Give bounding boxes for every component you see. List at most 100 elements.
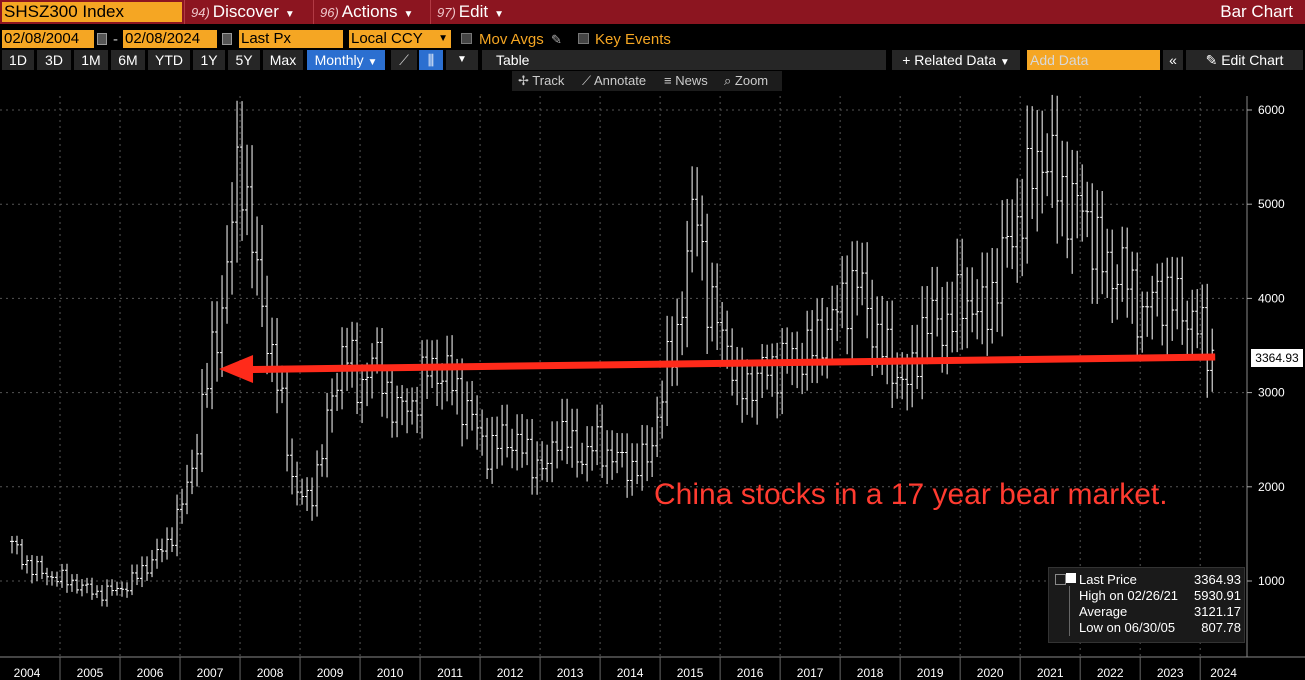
start-date-field[interactable]: 02/08/2004 bbox=[2, 30, 94, 48]
price-bar bbox=[775, 342, 780, 419]
mov-avgs-checkbox[interactable] bbox=[461, 33, 472, 44]
news-tool[interactable]: ≡ News bbox=[664, 71, 708, 91]
edit-chart-button[interactable]: ✎ Edit Chart bbox=[1186, 50, 1303, 70]
menu-bar: SHSZ300 Index 94) Discover ▼ 96) Actions ▼ 9… bbox=[0, 0, 1305, 24]
caret-down-icon: ▼ bbox=[438, 33, 448, 44]
y-tick-label: 6000 bbox=[1258, 103, 1285, 117]
period-1m[interactable]: 1M bbox=[74, 50, 108, 70]
price-bar bbox=[1175, 257, 1180, 330]
x-axis: 2004 2005 2006 2007 2008 2009 2010 2011 2012 2013… bbox=[0, 656, 1305, 680]
currency-select[interactable]: Local CCY ▼ bbox=[349, 30, 451, 48]
x-tick-label: 2012 bbox=[497, 666, 524, 680]
price-bar bbox=[1160, 262, 1165, 346]
calendar-icon[interactable] bbox=[97, 33, 107, 45]
chart-grid bbox=[0, 96, 1247, 657]
price-bar bbox=[555, 421, 560, 469]
price-bar bbox=[1030, 106, 1035, 219]
price-bar bbox=[625, 433, 630, 498]
pencil-icon[interactable]: ✎ bbox=[551, 32, 562, 47]
end-date-field[interactable]: 02/08/2024 bbox=[123, 30, 217, 48]
frequency-select[interactable]: Monthly ▼ bbox=[307, 50, 385, 70]
period-5y[interactable]: 5Y bbox=[228, 50, 260, 70]
annotate-tool[interactable]: ⟋ Annotate bbox=[582, 71, 646, 91]
price-bar bbox=[170, 527, 175, 553]
price-bar bbox=[1190, 289, 1195, 357]
x-tick-label: 2011 bbox=[437, 666, 463, 680]
track-tool[interactable]: ✢ Track bbox=[518, 71, 564, 91]
edit-menu[interactable]: 97) Edit ▼ bbox=[430, 0, 516, 24]
add-data-field[interactable]: Add Data bbox=[1027, 50, 1160, 70]
price-bar bbox=[255, 216, 260, 296]
key-events-checkbox[interactable] bbox=[578, 33, 589, 44]
period-1d[interactable]: 1D bbox=[2, 50, 34, 70]
price-bar bbox=[660, 380, 665, 439]
price-bar bbox=[285, 365, 290, 472]
price-bar bbox=[765, 344, 770, 390]
price-bar bbox=[65, 563, 70, 593]
price-bar bbox=[295, 461, 300, 506]
price-bar bbox=[1140, 291, 1145, 353]
price-bar bbox=[735, 346, 740, 406]
period-max[interactable]: Max bbox=[263, 50, 303, 70]
edit-chart-label: Edit Chart bbox=[1221, 52, 1284, 68]
x-tick-label: 2015 bbox=[677, 666, 704, 680]
price-bar bbox=[935, 266, 940, 337]
collapse-icon[interactable]: « bbox=[1163, 50, 1183, 70]
price-bar bbox=[350, 321, 355, 388]
price-bar bbox=[530, 418, 535, 495]
bar-chart-icon[interactable]: ⫼ bbox=[419, 50, 443, 70]
x-tick-label: 2023 bbox=[1157, 666, 1184, 680]
price-bar bbox=[30, 555, 35, 584]
price-bar bbox=[240, 101, 245, 241]
price-bar bbox=[720, 301, 725, 362]
price-bar bbox=[475, 395, 480, 450]
price-bar bbox=[180, 488, 185, 524]
price-bar bbox=[815, 298, 820, 384]
y-tick-label: 4000 bbox=[1258, 291, 1285, 305]
caret-down-icon: ▼ bbox=[494, 9, 504, 20]
period-ytd[interactable]: YTD bbox=[148, 50, 190, 70]
price-bar bbox=[1205, 283, 1210, 398]
discover-number: 94) bbox=[191, 5, 210, 20]
price-bar bbox=[80, 579, 85, 597]
legend-collapse-icon[interactable] bbox=[1055, 574, 1066, 585]
period-6m[interactable]: 6M bbox=[111, 50, 145, 70]
zoom-tool[interactable]: ⌕ Zoom bbox=[724, 71, 768, 91]
ticker-field[interactable]: SHSZ300 Index bbox=[2, 2, 182, 22]
x-tick-label: 2017 bbox=[797, 666, 824, 680]
price-bar bbox=[225, 225, 230, 324]
price-bar bbox=[1090, 183, 1095, 304]
actions-menu[interactable]: 96) Actions ▼ bbox=[313, 0, 429, 24]
price-bar bbox=[20, 539, 25, 570]
price-bar bbox=[950, 281, 955, 353]
chart-type-caret-icon[interactable]: ▼ bbox=[446, 50, 478, 70]
chart-type-title: Bar Chart bbox=[1220, 2, 1293, 21]
price-bar bbox=[845, 255, 850, 355]
price-bar bbox=[520, 414, 525, 468]
period-3d[interactable]: 3D bbox=[37, 50, 71, 70]
price-field-select[interactable]: Last Px bbox=[239, 30, 343, 48]
price-bar bbox=[1195, 289, 1200, 349]
period-1y[interactable]: 1Y bbox=[193, 50, 225, 70]
price-bar bbox=[690, 166, 695, 273]
legend-label: Average bbox=[1079, 604, 1128, 619]
price-bar bbox=[205, 362, 210, 408]
discover-menu[interactable]: 94) Discover ▼ bbox=[184, 0, 312, 24]
y-tick-label: 5000 bbox=[1258, 197, 1285, 211]
price-bar bbox=[1055, 95, 1060, 244]
price-bar bbox=[925, 285, 930, 365]
calendar-icon[interactable] bbox=[222, 33, 232, 45]
price-bars bbox=[10, 94, 1215, 607]
price-bar bbox=[1050, 94, 1055, 208]
price-bar bbox=[125, 582, 130, 598]
price-bar bbox=[110, 579, 115, 596]
table-button[interactable]: Table bbox=[482, 50, 886, 70]
line-chart-icon[interactable]: ⟋ bbox=[391, 50, 417, 70]
price-bar bbox=[380, 328, 385, 417]
price-bar bbox=[185, 464, 190, 515]
related-data-button[interactable]: + Related Data ▼ bbox=[892, 50, 1020, 70]
price-bar bbox=[195, 433, 200, 487]
price-bar bbox=[440, 363, 445, 410]
price-bar bbox=[890, 300, 895, 408]
